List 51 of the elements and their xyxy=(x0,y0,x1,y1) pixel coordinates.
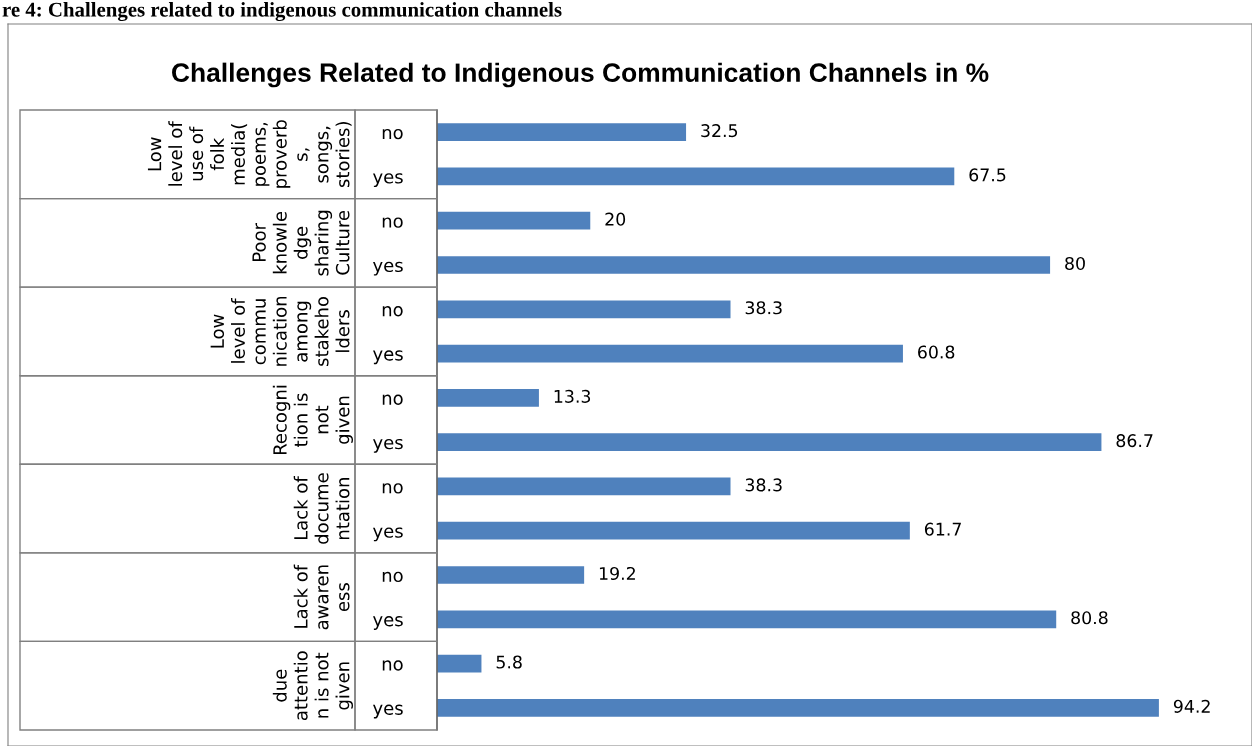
bar xyxy=(437,477,731,496)
text: Lack of docume ntation xyxy=(293,473,350,544)
data-label: 32.5 xyxy=(701,124,738,138)
y-tick-label: yes xyxy=(373,350,403,365)
data-label: 60.8 xyxy=(918,345,955,359)
bar xyxy=(437,211,591,230)
bar xyxy=(437,521,910,540)
data-label: 38.3 xyxy=(745,301,782,315)
data-label: 38.3 xyxy=(745,478,782,492)
data-label: 86.7 xyxy=(1116,434,1153,448)
y-tick-label: no xyxy=(382,394,403,405)
text: Low level of commu nication among stakeho lders xyxy=(210,296,350,366)
data-label: 5.8 xyxy=(496,655,522,669)
text: Recogni tion is not given xyxy=(272,385,353,455)
text: due attentio n is not given xyxy=(272,651,353,721)
data-label: 80.8 xyxy=(1071,611,1108,625)
bar xyxy=(437,389,539,407)
y-tick-label: no xyxy=(382,571,403,583)
y-tick-label: no xyxy=(382,306,403,317)
data-label: 94.2 xyxy=(1173,699,1210,713)
bar xyxy=(437,433,1102,451)
bar xyxy=(437,566,585,584)
y-tick-label: yes xyxy=(373,704,403,719)
bar xyxy=(437,344,903,363)
data-label: 61.7 xyxy=(924,522,961,536)
y-tick-label: no xyxy=(382,660,403,671)
text: re 4: Challenges related to indigenous communication channels xyxy=(2,2,562,22)
text: Low level of use of folk media( poems, proverb s, songs, stories) xyxy=(147,120,352,188)
data-label: 20 xyxy=(605,212,626,226)
bar xyxy=(437,256,1051,274)
bar xyxy=(437,699,1159,717)
data-label: 13.3 xyxy=(554,389,591,403)
y-tick-label: yes xyxy=(373,616,403,630)
text: Poor knowle dge sharing Culture xyxy=(252,210,350,276)
y-tick-label: yes xyxy=(373,527,403,542)
data-label: 67.5 xyxy=(969,168,1006,182)
y-tick-label: no xyxy=(382,483,403,494)
data-label: 80 xyxy=(1065,256,1085,271)
y-tick-label: no xyxy=(382,128,403,140)
text: Lack of awaren ess xyxy=(293,564,350,630)
bar xyxy=(437,610,1057,629)
y-tick-label: no xyxy=(382,217,403,228)
bar xyxy=(437,300,731,319)
y-tick-label: yes xyxy=(373,173,403,188)
chart-title: Challenges Related to Indigenous Communication Channels in % xyxy=(172,62,989,88)
bar xyxy=(437,123,687,141)
bar xyxy=(437,654,482,673)
data-label: 19.2 xyxy=(599,566,635,581)
y-tick-label: yes xyxy=(373,261,403,276)
bar xyxy=(437,167,955,186)
y-tick-label: yes xyxy=(373,438,403,453)
